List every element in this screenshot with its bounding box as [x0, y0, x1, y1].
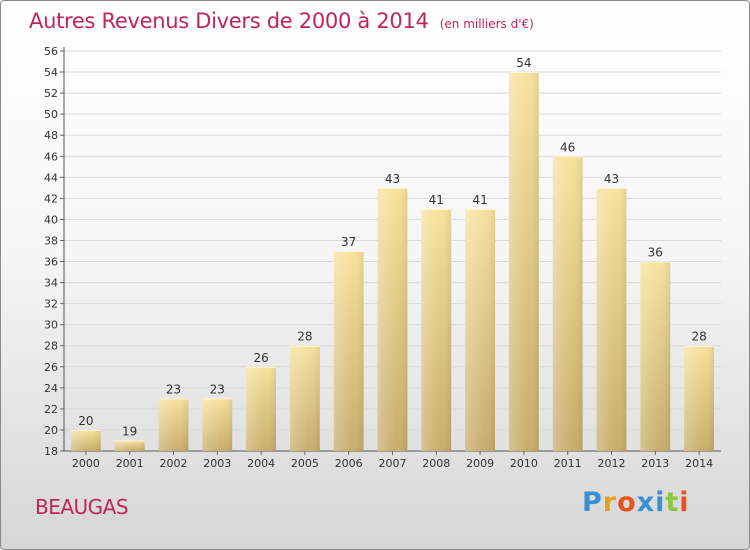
- logo-letter: i: [679, 487, 690, 518]
- x-tick-label: 2009: [466, 457, 494, 470]
- logo-letter: r: [602, 487, 618, 518]
- bar-shade: [552, 156, 583, 451]
- value-label: 46: [560, 140, 575, 154]
- x-tick-label: 2002: [160, 457, 188, 470]
- value-label: 20: [78, 414, 93, 428]
- place-name: BEAUGAS: [35, 495, 129, 519]
- value-label: 43: [604, 172, 619, 186]
- bar-shade: [114, 440, 145, 451]
- x-tick-label: 2011: [554, 457, 582, 470]
- value-label: 54: [516, 56, 531, 70]
- logo-letter: t: [665, 487, 680, 518]
- y-tick-label: 22: [44, 403, 58, 416]
- x-tick-label: 2010: [510, 457, 538, 470]
- chart-title-text: Autres Revenus Divers de 2000 à 2014: [29, 9, 429, 33]
- y-tick-label: 20: [44, 424, 58, 437]
- y-tick-label: 52: [44, 87, 58, 100]
- x-tick-label: 2006: [335, 457, 363, 470]
- y-tick-label: 28: [44, 340, 58, 353]
- x-tick-label: 2014: [685, 457, 713, 470]
- y-tick-label: 40: [44, 213, 58, 226]
- x-tick-label: 2000: [72, 457, 100, 470]
- value-label: 26: [253, 351, 268, 365]
- y-tick-label: 34: [44, 277, 58, 290]
- value-label: 41: [472, 193, 487, 207]
- value-label: 37: [341, 235, 356, 249]
- y-tick-label: 42: [44, 192, 58, 205]
- bar-shade: [421, 208, 452, 451]
- y-tick-label: 32: [44, 298, 58, 311]
- bar-shade: [202, 398, 233, 451]
- y-tick-label: 48: [44, 129, 58, 142]
- bar-shade: [377, 187, 408, 451]
- bar-shade: [158, 398, 189, 451]
- x-tick-label: 2004: [247, 457, 275, 470]
- y-tick-label: 30: [44, 319, 58, 332]
- value-label: 41: [429, 193, 444, 207]
- x-tick-label: 2003: [203, 457, 231, 470]
- chart-unit: (en milliers d'€): [439, 17, 534, 31]
- chart-title: Autres Revenus Divers de 2000 à 2014 (en…: [29, 9, 534, 33]
- bar-shade: [290, 345, 320, 451]
- proxiti-logo: Proxiti: [582, 487, 690, 518]
- value-label: 28: [297, 330, 312, 344]
- x-tick-label: 2008: [422, 457, 450, 470]
- logo-letter: P: [582, 487, 603, 518]
- value-label: 23: [210, 382, 225, 396]
- bar-shade: [596, 187, 627, 451]
- bar-shade: [246, 366, 276, 451]
- value-label: 23: [166, 382, 181, 396]
- y-tick-label: 56: [44, 45, 58, 58]
- x-tick-label: 2007: [379, 457, 407, 470]
- y-tick-label: 26: [44, 361, 58, 374]
- y-tick-label: 36: [44, 256, 58, 269]
- value-label: 19: [122, 424, 137, 438]
- bar-shade: [465, 208, 495, 451]
- x-tick-label: 2001: [116, 457, 144, 470]
- y-tick-label: 24: [44, 382, 58, 395]
- bar-shade: [71, 429, 101, 451]
- bar-shade: [640, 261, 671, 451]
- value-label: 28: [691, 330, 706, 344]
- value-label: 36: [648, 246, 663, 260]
- y-tick-label: 44: [44, 171, 58, 184]
- x-tick-label: 2013: [641, 457, 669, 470]
- y-tick-label: 54: [44, 66, 58, 79]
- x-tick-label: 2012: [598, 457, 626, 470]
- value-label: 43: [385, 172, 400, 186]
- logo-letter: o: [617, 487, 637, 518]
- bar-shade: [684, 345, 714, 451]
- logo-letter: i: [655, 487, 666, 518]
- y-tick-label: 18: [44, 445, 58, 458]
- bar-shade: [509, 72, 539, 451]
- x-tick-label: 2005: [291, 457, 319, 470]
- y-tick-label: 50: [44, 108, 58, 121]
- y-tick-label: 46: [44, 150, 58, 163]
- y-tick-label: 38: [44, 234, 58, 247]
- bar-shade: [333, 251, 364, 451]
- logo-letter: x: [636, 487, 656, 518]
